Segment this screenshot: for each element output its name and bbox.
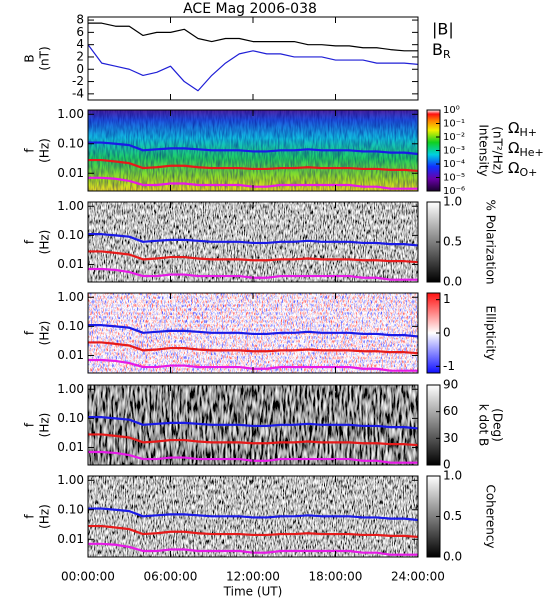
y-tick-label: 1.00 <box>57 107 84 121</box>
colorbar-tick-label: 10⁻⁵ <box>443 173 465 184</box>
y-tick-label: 0.10 <box>57 319 84 333</box>
y-axis-label: f <box>23 422 37 427</box>
chart-title: ACE Mag 2006-038 <box>183 1 317 17</box>
colorbar-tick-label: 0 <box>443 458 451 472</box>
y-tick-label: 6 <box>76 25 84 39</box>
colorbar-label: Ellipticity <box>484 306 498 361</box>
y-tick-label: 0.10 <box>57 502 84 516</box>
colorbar-tick-label: 60 <box>443 404 458 418</box>
y-tick-label: -2 <box>72 74 84 88</box>
y-tick-label: 0.01 <box>57 440 84 454</box>
colorbar-tick-label: 10⁻² <box>443 132 465 143</box>
y-tick-label: 0.10 <box>57 228 84 242</box>
y-tick-label: 0.10 <box>57 411 84 425</box>
x-tick-label: 12:00:00 <box>226 570 280 584</box>
colorbar-label: % Polarization <box>484 200 498 285</box>
colorbar-tick-label: 0.0 <box>443 550 462 564</box>
colorbar-tick-label: 10⁻³ <box>443 146 465 157</box>
series-line <box>88 158 419 173</box>
y-axis-label: (Hz) <box>38 504 52 529</box>
colorbar-tick-label: 1.0 <box>443 469 462 483</box>
y-axis-label: (nT) <box>38 46 52 70</box>
y-tick-label: 4 <box>76 37 84 51</box>
series-line <box>88 22 418 52</box>
colorbar-label: (Deg) <box>491 408 505 442</box>
x-axis-label: Time (UT) <box>223 585 283 599</box>
series-line <box>88 324 419 338</box>
series-line <box>87 44 419 92</box>
colorbar-tick-label: 0.5 <box>443 235 462 249</box>
y-tick-label: 1.00 <box>57 382 84 396</box>
series-line <box>88 233 419 247</box>
legend-label: ΩO+ <box>508 159 537 180</box>
y-axis-label: (Hz) <box>38 321 52 346</box>
y-axis-label: (Hz) <box>38 138 52 163</box>
y-tick-label: 1.00 <box>57 473 84 487</box>
y-tick-label: 0 <box>76 62 84 76</box>
colorbar-tick-label: 0.5 <box>443 509 462 523</box>
series-line <box>88 433 419 447</box>
y-tick-label: -4 <box>72 86 84 100</box>
colorbar-label: (nT²/Hz) <box>491 126 505 174</box>
y-tick-label: 0.01 <box>57 257 84 271</box>
y-axis-label: f <box>23 239 37 244</box>
plot-frame <box>87 16 419 101</box>
colorbar <box>426 384 441 466</box>
colorbar-tick-label: -1 <box>443 359 455 373</box>
y-tick-label: 8 <box>76 13 84 27</box>
y-tick-label: 0.10 <box>57 136 84 150</box>
y-tick-label: 0.01 <box>57 348 84 362</box>
series-line <box>88 341 419 355</box>
y-axis-label: f <box>23 330 37 335</box>
y-axis-label: f <box>23 514 37 519</box>
series-line <box>88 416 419 430</box>
y-tick-label: 0.01 <box>57 532 84 546</box>
series-line <box>88 524 419 539</box>
y-tick-label: 0.01 <box>57 166 84 180</box>
colorbar-tick-label: 1 <box>443 292 451 306</box>
y-axis-label: (Hz) <box>38 230 52 255</box>
colorbar-tick-label: 1.0 <box>443 195 462 209</box>
series-line <box>88 507 419 522</box>
colorbar-tick-label: 90 <box>443 378 458 392</box>
colorbar-tick-label: 10⁻¹ <box>443 119 465 130</box>
x-tick-label: 18:00:00 <box>309 570 363 584</box>
colorbar-tick-label: 30 <box>443 431 458 445</box>
y-axis-label: f <box>23 148 37 153</box>
colorbar-tick-label: 10⁻⁶ <box>443 186 465 197</box>
x-tick-label: 00:00:00 <box>61 570 115 584</box>
series-line <box>88 250 419 264</box>
legend-label: ΩHe+ <box>508 139 544 160</box>
colorbar-tick-label: 10⁻⁴ <box>443 159 465 170</box>
legend-label: ΩH+ <box>508 119 537 140</box>
legend-label: BR <box>432 40 451 62</box>
colorbar-label: Coherency <box>484 484 498 548</box>
series-line <box>88 141 419 156</box>
colorbar-label: k dot B <box>477 404 491 446</box>
y-tick-label: 1.00 <box>57 290 84 304</box>
colorbar-label: Intensity <box>477 124 491 176</box>
x-tick-label: 06:00:00 <box>144 570 198 584</box>
colorbar-tick-label: 0.0 <box>443 275 462 289</box>
y-axis-label: B <box>23 54 37 62</box>
x-tick-label: 24:00:00 <box>391 570 445 584</box>
colorbar-tick-label: 10⁰ <box>443 105 460 116</box>
y-tick-label: 2 <box>76 49 84 63</box>
legend-label: |B| <box>432 20 454 39</box>
y-axis-label: (Hz) <box>38 413 52 438</box>
colorbar-tick-label: 0 <box>443 326 451 340</box>
y-tick-label: 1.00 <box>57 199 84 213</box>
